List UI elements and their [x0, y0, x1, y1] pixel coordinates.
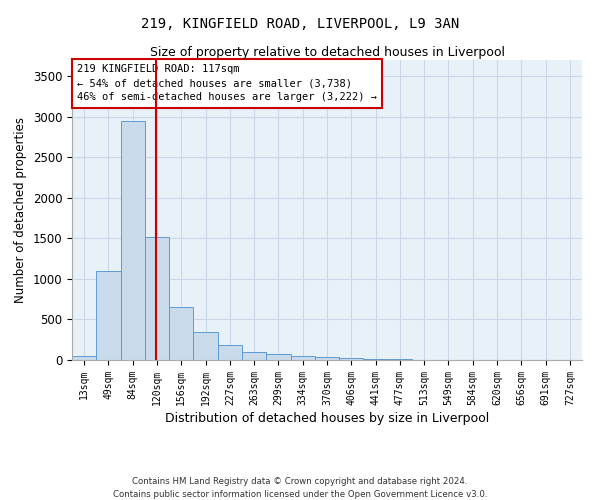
Bar	[218, 345, 242, 360]
Text: 219, KINGFIELD ROAD, LIVERPOOL, L9 3AN: 219, KINGFIELD ROAD, LIVERPOOL, L9 3AN	[141, 18, 459, 32]
Bar	[315, 357, 339, 360]
Bar	[242, 352, 266, 360]
Y-axis label: Number of detached properties: Number of detached properties	[14, 117, 27, 303]
Bar	[96, 271, 121, 360]
X-axis label: Distribution of detached houses by size in Liverpool: Distribution of detached houses by size …	[165, 412, 489, 425]
Title: Size of property relative to detached houses in Liverpool: Size of property relative to detached ho…	[149, 46, 505, 59]
Bar	[145, 237, 169, 360]
Bar	[193, 332, 218, 360]
Bar	[121, 121, 145, 360]
Text: Contains HM Land Registry data © Crown copyright and database right 2024.
Contai: Contains HM Land Registry data © Crown c…	[113, 478, 487, 499]
Bar	[339, 358, 364, 360]
Bar	[388, 359, 412, 360]
Bar	[290, 356, 315, 360]
Bar	[266, 354, 290, 360]
Text: 219 KINGFIELD ROAD: 117sqm
← 54% of detached houses are smaller (3,738)
46% of s: 219 KINGFIELD ROAD: 117sqm ← 54% of deta…	[77, 64, 377, 102]
Bar	[169, 308, 193, 360]
Bar	[72, 356, 96, 360]
Bar	[364, 358, 388, 360]
